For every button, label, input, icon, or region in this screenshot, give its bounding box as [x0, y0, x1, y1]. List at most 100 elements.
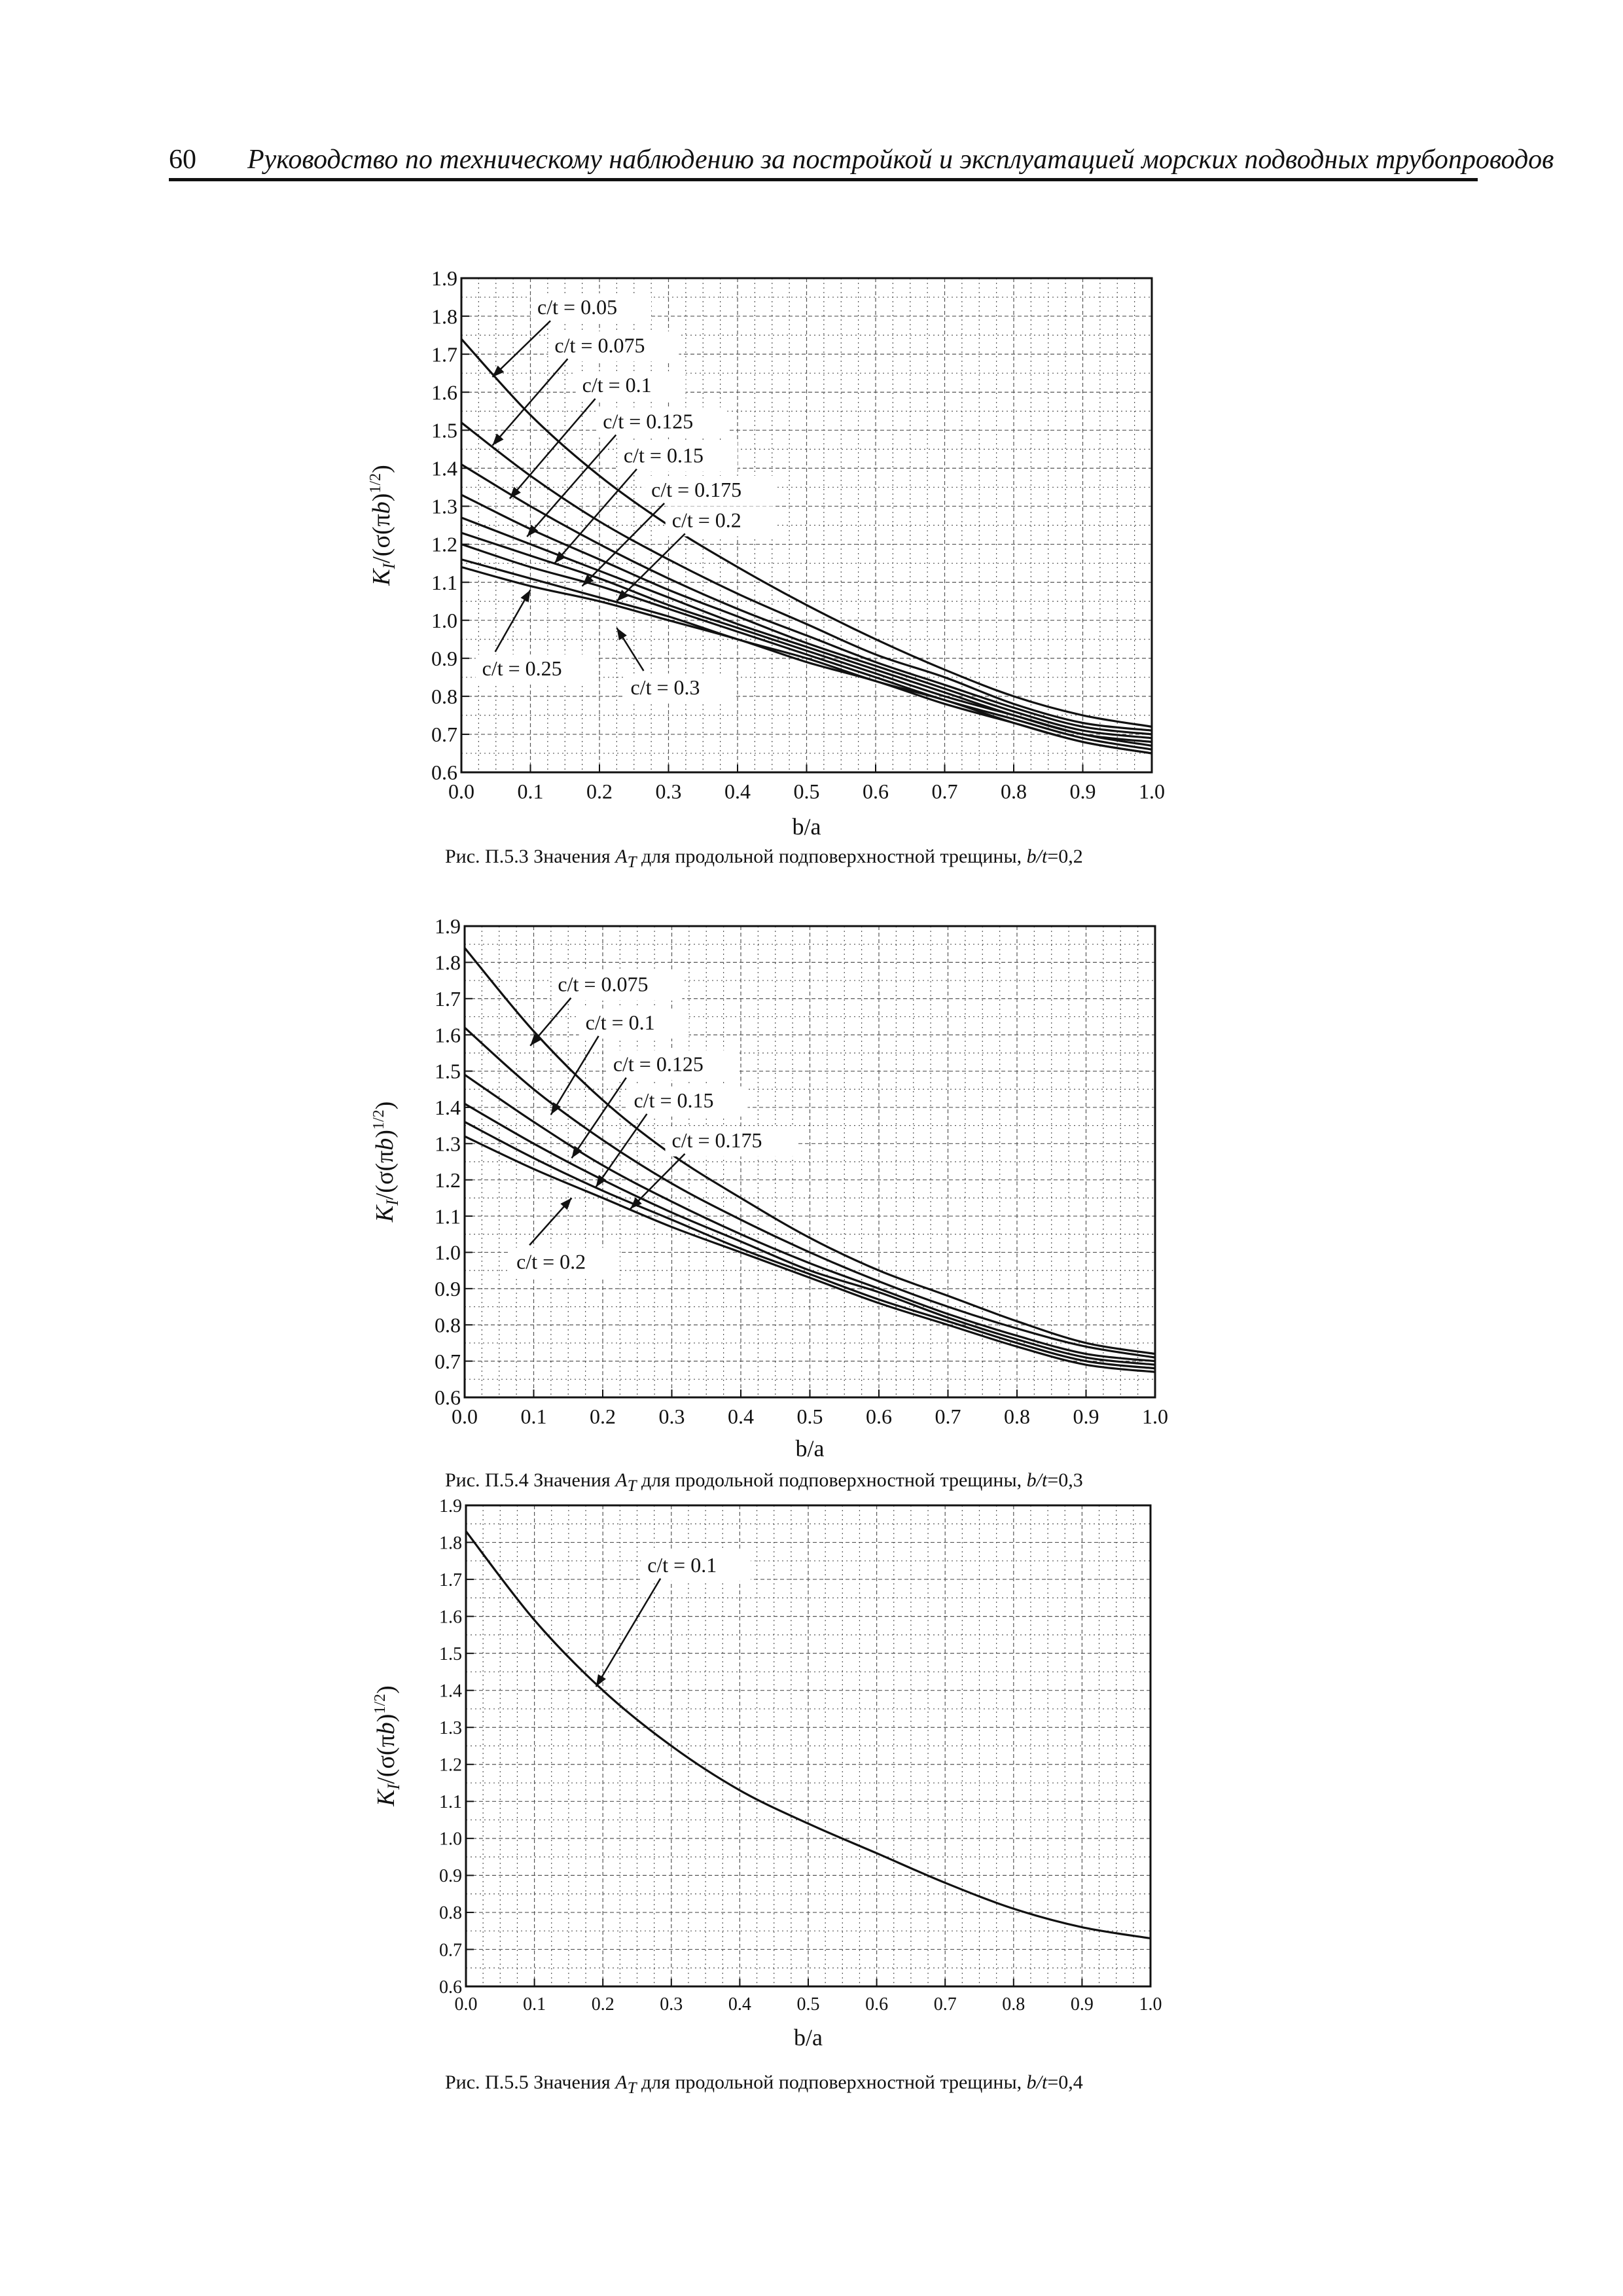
annotation-leader — [630, 1153, 686, 1210]
y-tick-label: 1.7 — [439, 1570, 462, 1590]
x-tick-label: 0.6 — [865, 1994, 888, 2015]
series-line — [461, 463, 1152, 736]
x-tick-label: 0.7 — [934, 1994, 957, 2015]
annotation-background — [551, 970, 683, 1001]
x-tick-label: 0.6 — [866, 1405, 892, 1428]
x-tick-label: 0.2 — [590, 1405, 616, 1428]
y-tick-label: 0.8 — [431, 685, 457, 708]
y-axis-label: KI/(σ(πb)1/2) — [367, 465, 399, 586]
annotation-leader — [595, 1578, 662, 1687]
series-line — [461, 422, 1152, 732]
x-tick-label: 0.5 — [797, 1994, 820, 2015]
running-title: Руководство по техническому наблюдению з… — [247, 145, 1554, 175]
annotation-background — [475, 654, 596, 685]
figure-caption: Рис. П.5.4 Значения AT для продольной по… — [445, 1469, 1083, 1496]
annotation-arrowhead — [596, 1175, 607, 1187]
x-tick-label: 0.0 — [452, 1405, 478, 1428]
annotation-background — [624, 673, 734, 704]
series-annotation: c/t = 0.25 — [482, 656, 562, 680]
y-tick-label: 1.9 — [431, 266, 457, 290]
annotation-background — [641, 1551, 751, 1581]
caption-subscript: T — [627, 853, 637, 871]
y-tick-label: 1.3 — [431, 495, 457, 518]
plot-area: 0.0 0.1 0.2 0.3 0.4 0.5 0.6 0.7 0.8 0.9 1.0 0.6 0.7 0… — [370, 914, 1168, 1462]
x-tick-label: 0.7 — [935, 1405, 961, 1428]
annotation-arrowhead — [520, 590, 531, 603]
figure-5-4: 0.0 0.1 0.2 0.3 0.4 0.5 0.6 0.7 0.8 0.9 1.0 0.6 0.7 0… — [0, 890, 1623, 1545]
caption-subscript: T — [627, 2079, 637, 2097]
y-tick-label: 1.0 — [439, 1829, 462, 1850]
caption-param: b/t — [1026, 2072, 1048, 2093]
annotation-arrowhead — [596, 1674, 606, 1687]
x-axis-label: b/a — [794, 2024, 823, 2051]
series-annotation: c/t = 0.2 — [672, 508, 741, 531]
x-tick-label: 0.1 — [521, 1405, 547, 1428]
series-annotation: c/t = 0.3 — [630, 675, 700, 699]
annotation-background — [645, 475, 776, 506]
annotation-arrowhead — [492, 433, 504, 446]
annotation-arrowhead — [492, 365, 505, 377]
annotation-background — [665, 1126, 796, 1157]
x-tick-label: 0.0 — [448, 780, 474, 803]
y-tick-label: 1.4 — [439, 1681, 462, 1701]
caption-text: для продольной подповерхностной трещины, — [641, 2072, 1022, 2093]
chart-5-3: 0.0 0.1 0.2 0.3 0.4 0.5 0.6 0.7 0.8 0.9 1.0 0.6 0.7 0… — [367, 266, 1165, 840]
x-axis-label: b/a — [793, 814, 821, 840]
x-tick-label: 0.1 — [523, 1994, 546, 2015]
annotation-arrowhead — [560, 1198, 572, 1210]
annotation-leader — [491, 358, 569, 446]
chart-5-5: 0.0 0.1 0.2 0.3 0.4 0.5 0.6 0.7 0.8 0.9 1.0 0.6 0.7 0… — [372, 1496, 1162, 2051]
y-tick-label: 1.4 — [431, 457, 457, 480]
x-tick-label: 0.4 — [724, 780, 751, 803]
series-line — [463, 1026, 1156, 1359]
series-annotation: c/t = 0.175 — [651, 478, 741, 501]
series-line — [464, 1102, 1156, 1366]
caption-prefix: Рис. П.5.5 Значения — [445, 2072, 611, 2093]
plot-area: 0.0 0.1 0.2 0.3 0.4 0.5 0.6 0.7 0.8 0.9 1.0 0.6 0.7 0… — [367, 266, 1165, 840]
annotation-leader — [550, 1035, 599, 1115]
x-tick-label: 0.4 — [728, 1994, 751, 2015]
annotation-leader — [554, 468, 637, 564]
x-tick-label: 0.2 — [586, 780, 613, 803]
y-tick-label: 1.5 — [431, 419, 457, 442]
annotation-leader — [526, 434, 617, 537]
series-annotation: c/t = 0.125 — [603, 409, 693, 433]
series-annotation: c/t = 0.1 — [582, 373, 652, 397]
x-tick-label: 0.3 — [659, 1405, 685, 1428]
y-tick-label: 1.5 — [439, 1644, 462, 1664]
y-tick-label: 1.8 — [439, 1533, 462, 1553]
x-tick-label: 0.8 — [1004, 1405, 1030, 1428]
x-tick-label: 0.5 — [794, 780, 820, 803]
annotation-arrowhead — [582, 574, 594, 586]
annotation-arrowhead — [530, 1033, 542, 1046]
x-tick-label: 1.0 — [1139, 780, 1165, 803]
series-annotation: c/t = 0.2 — [516, 1249, 586, 1273]
series-line — [464, 1073, 1156, 1363]
annotation-background — [616, 441, 738, 472]
chart-5-4: 0.0 0.1 0.2 0.3 0.4 0.5 0.6 0.7 0.8 0.9 1.0 0.6 0.7 0… — [370, 914, 1168, 1462]
series-line — [461, 493, 1152, 740]
caption-prefix: Рис. П.5.4 Значения — [445, 1469, 611, 1491]
annotation-arrowhead — [571, 1145, 582, 1158]
y-tick-label: 1.3 — [439, 1718, 462, 1738]
y-tick-label: 1.6 — [435, 1023, 461, 1047]
series-annotation: c/t = 0.15 — [624, 444, 704, 467]
x-tick-label: 0.9 — [1073, 1405, 1099, 1428]
y-tick-label: 1.2 — [439, 1755, 462, 1776]
annotation-arrowhead — [616, 590, 629, 601]
y-tick-label: 1.5 — [435, 1060, 461, 1083]
y-tick-label: 1.6 — [431, 380, 457, 404]
y-tick-label: 0.6 — [439, 1977, 462, 1998]
page-number: 60 — [169, 145, 196, 175]
y-tick-label: 1.9 — [439, 1496, 462, 1516]
series-line — [461, 531, 1152, 747]
series-line — [464, 1135, 1156, 1373]
series-line — [461, 543, 1152, 751]
y-tick-label: 0.7 — [439, 1940, 462, 1960]
annotation-leader — [491, 320, 551, 378]
y-tick-label: 1.8 — [431, 304, 457, 328]
y-tick-label: 0.9 — [435, 1277, 461, 1300]
y-tick-label: 0.6 — [431, 761, 457, 784]
annotation-arrowhead — [554, 551, 566, 564]
x-tick-label: 0.3 — [660, 1994, 683, 2015]
